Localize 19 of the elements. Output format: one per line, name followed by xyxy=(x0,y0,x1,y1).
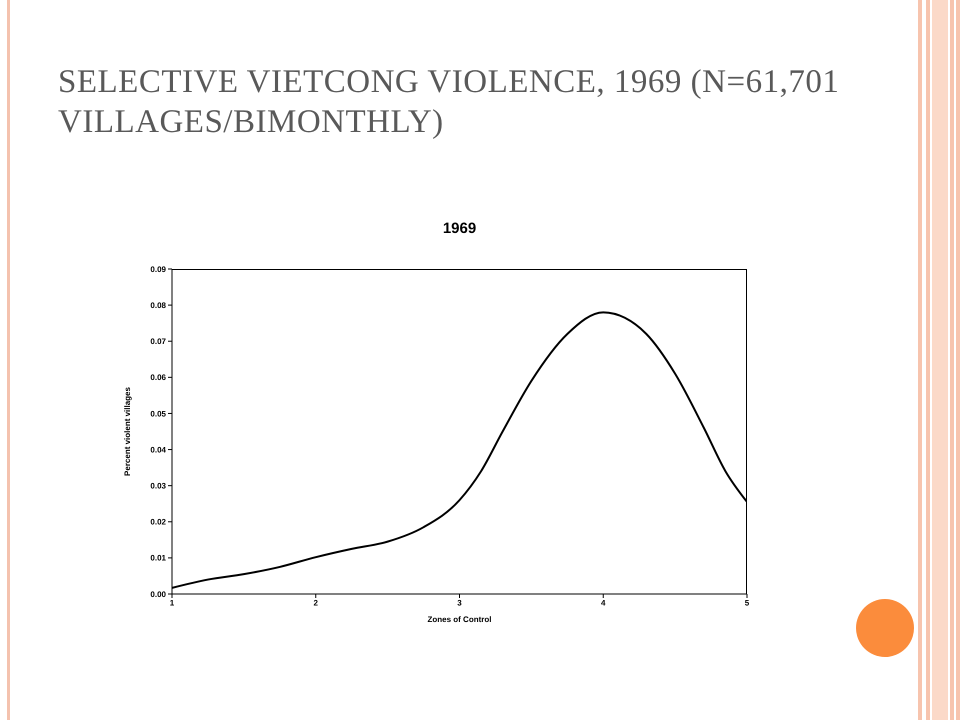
y-tick-label: 0.09 xyxy=(150,264,167,274)
x-tick-label: 5 xyxy=(744,598,750,608)
x-tick-label: 2 xyxy=(314,598,319,608)
y-tick-label: 0.04 xyxy=(150,445,167,454)
x-axis-title: Zones of Control xyxy=(428,615,492,624)
y-tick-label: 0.05 xyxy=(150,409,167,418)
y-tick-label: 0.08 xyxy=(150,300,167,310)
chart-subtitle: 1969 xyxy=(442,220,478,237)
y-axis-title: Percent violent villages xyxy=(122,386,132,476)
y-tick-label: 0.02 xyxy=(150,518,167,527)
y-tick-label: 0.00 xyxy=(150,590,167,599)
x-tick-label: 3 xyxy=(457,598,462,608)
y-tick-label: 0.07 xyxy=(150,337,167,346)
chart-title: SELECTIVE VIETCONG VIOLENCE, 1969 (N=61,701 VILLAGES/BIMONTHLY) xyxy=(58,63,840,142)
y-tick-label: 0.01 xyxy=(150,554,167,563)
x-tick-label: 4 xyxy=(601,598,606,608)
y-tick-label: 0.06 xyxy=(150,373,167,382)
y-tick-label: 0.03 xyxy=(150,482,167,491)
x-tick-label: 1 xyxy=(170,598,175,608)
